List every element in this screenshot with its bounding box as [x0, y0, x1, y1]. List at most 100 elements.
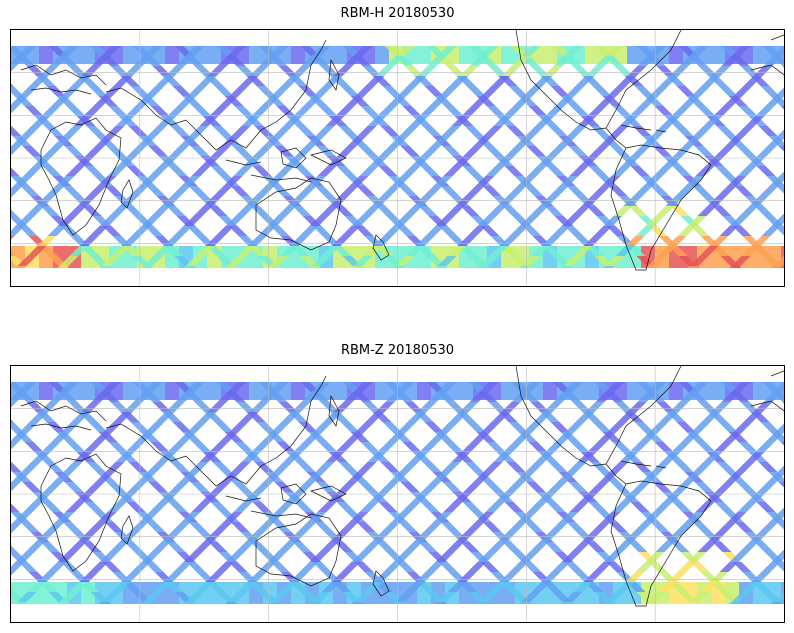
swath-segment	[486, 166, 505, 176]
swath-segment	[337, 166, 356, 176]
swath-segment	[207, 46, 221, 64]
swath-segment	[362, 206, 381, 216]
swath-segment	[508, 186, 527, 196]
swath-segment	[123, 46, 137, 64]
swath-segment	[461, 542, 480, 552]
swath-segment	[423, 126, 442, 136]
swath-segment	[11, 236, 15, 246]
swath-segment	[444, 166, 463, 176]
swath-segment	[693, 186, 712, 196]
swath-segment	[466, 186, 485, 196]
swath-segment	[569, 146, 588, 156]
swath-segment	[192, 502, 211, 512]
swath-segment	[760, 522, 779, 532]
swath-segment	[41, 542, 60, 552]
swath-segment	[272, 422, 291, 432]
swath-segment	[674, 146, 693, 156]
swath-segment	[756, 442, 775, 452]
swath-segment	[45, 126, 64, 136]
swath-segment	[87, 462, 106, 472]
swath-segment	[636, 562, 655, 572]
swath-segment	[717, 126, 736, 136]
swath-segment	[316, 126, 335, 136]
swath-segment	[65, 146, 84, 156]
swath-segment	[272, 86, 291, 96]
swath-segment	[314, 422, 333, 432]
swath-segment	[656, 206, 675, 216]
swath-segment	[714, 442, 733, 452]
swath-segment	[509, 86, 528, 96]
swath-segment	[252, 442, 271, 452]
swath-segment	[11, 412, 14, 422]
swath-segment	[586, 402, 605, 412]
swath-segment	[402, 502, 421, 512]
swath-segment	[194, 542, 213, 552]
swath-segment	[64, 462, 83, 472]
swath-segment	[676, 522, 695, 532]
swath-segment	[398, 86, 417, 96]
swath-segment	[552, 226, 571, 236]
swath-segment	[171, 126, 190, 136]
swath-segment	[758, 146, 777, 156]
swath-segment	[39, 382, 53, 400]
swath-segment	[425, 422, 444, 432]
swath-segment	[211, 166, 230, 176]
swath-segment	[633, 126, 652, 136]
swath-segment	[11, 482, 21, 492]
swath-segment	[82, 402, 101, 412]
swath-segment	[759, 462, 778, 472]
coastline	[771, 35, 784, 40]
swath-segment	[129, 126, 148, 136]
swath-segment	[459, 46, 473, 64]
swath-segment	[11, 462, 22, 472]
swath-segment	[506, 146, 525, 156]
swath-segment	[525, 522, 544, 532]
swath-segment	[715, 166, 734, 176]
swath-segment	[235, 442, 254, 452]
swath-segment	[337, 502, 356, 512]
swath-segment	[630, 106, 649, 116]
swath-segment	[692, 422, 711, 432]
swath-segment	[420, 442, 439, 452]
swath-segment	[740, 542, 759, 552]
swath-segment	[316, 462, 335, 472]
swath-segment	[610, 126, 629, 136]
swath-segment	[655, 106, 674, 116]
swath-segment	[486, 502, 505, 512]
swath-segment	[587, 542, 606, 552]
swath-segment	[377, 542, 396, 552]
swath-segment	[20, 86, 39, 96]
swath-segment	[168, 442, 187, 452]
swath-segment	[417, 46, 431, 64]
swath-segment	[172, 522, 191, 532]
swath-segment	[762, 562, 781, 572]
swath-segment	[713, 542, 732, 552]
swath-segment	[230, 422, 249, 432]
swath-segment	[23, 482, 42, 492]
swath-segment	[781, 442, 785, 452]
swath-segment	[64, 126, 83, 136]
swath-segment	[104, 422, 123, 432]
swath-segment	[677, 422, 696, 432]
swath-segment	[208, 66, 227, 76]
swath-segment	[82, 66, 101, 76]
swath-segment	[612, 166, 631, 176]
swath-segment	[761, 86, 780, 96]
swath-segment	[719, 86, 738, 96]
swath-segment	[169, 502, 188, 512]
swath-segment	[483, 522, 502, 532]
swath-segment	[249, 46, 263, 64]
swath-segment	[736, 462, 755, 472]
swath-segment	[426, 226, 445, 236]
swath-segment	[694, 462, 713, 472]
swath-segment	[462, 106, 481, 116]
swath-segment	[235, 106, 254, 116]
swath-segment	[11, 126, 22, 136]
swath-segment	[418, 402, 437, 412]
swath-segment	[677, 86, 696, 96]
swath-segment	[25, 442, 44, 452]
swath-segment	[216, 562, 235, 572]
swath-segment	[628, 66, 647, 76]
swath-segment	[110, 542, 129, 552]
swath-segment	[735, 522, 754, 532]
